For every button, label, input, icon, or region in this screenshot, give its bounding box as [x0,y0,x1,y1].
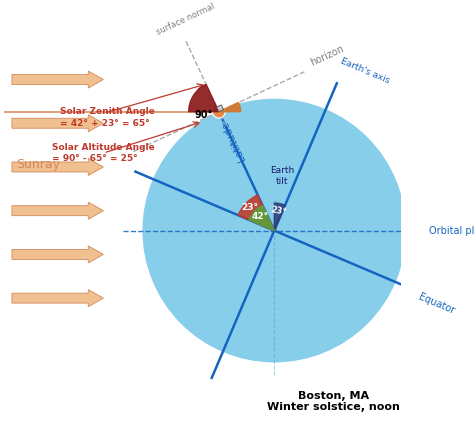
Text: Earth's axis: Earth's axis [339,56,391,85]
Text: horizon: horizon [309,43,345,68]
Wedge shape [189,84,219,112]
Text: 42°: 42° [251,212,268,221]
Text: 23°: 23° [242,203,259,212]
Polygon shape [12,290,103,307]
Text: Boston, MA
Winter solstice, noon: Boston, MA Winter solstice, noon [267,391,401,412]
Text: Sunray: Sunray [16,159,60,172]
Circle shape [143,99,405,362]
Text: 23°: 23° [270,205,287,217]
Text: Equator: Equator [417,292,456,316]
Text: surface normal: surface normal [155,1,216,37]
Circle shape [212,105,225,118]
Circle shape [219,107,222,111]
Text: Solar Altitude Angle
= 90° - 65° = 25°: Solar Altitude Angle = 90° - 65° = 25° [52,143,155,163]
Polygon shape [217,105,224,112]
Text: Solar Zenith Angle
= 42° + 23° = 65°: Solar Zenith Angle = 42° + 23° = 65° [60,107,155,128]
Wedge shape [249,206,274,230]
Text: Latitude: Latitude [220,120,247,163]
Text: 90°: 90° [194,111,213,120]
Polygon shape [12,71,103,88]
Polygon shape [12,158,103,175]
Wedge shape [219,102,241,112]
Wedge shape [238,195,274,230]
Wedge shape [274,203,285,230]
Polygon shape [12,115,103,132]
Polygon shape [12,246,103,263]
Polygon shape [12,202,103,219]
Text: Earth
tilt: Earth tilt [270,166,294,186]
Text: Orbital plane: Orbital plane [429,226,474,236]
